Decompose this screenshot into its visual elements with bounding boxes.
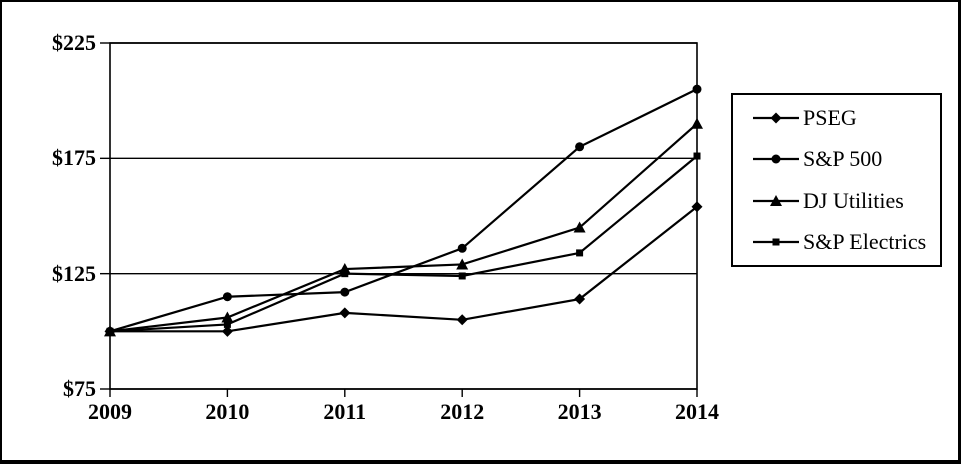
legend-label: S&P 500 <box>803 146 883 172</box>
triangle-marker-icon <box>770 194 782 206</box>
data-point-triangle <box>456 258 469 270</box>
data-point-circle <box>340 287 350 297</box>
data-point-square <box>223 320 231 328</box>
legend: PSEG S&P 500 DJ Utilities S&P Electrics <box>731 93 942 267</box>
data-point-triangle <box>221 311 234 323</box>
x-tick-label: 2012 <box>440 399 485 424</box>
x-tick-label: 2009 <box>88 399 132 424</box>
legend-item-s-p-500: S&P 500 <box>753 139 940 181</box>
circle-marker-icon <box>771 154 781 164</box>
data-point-triangle <box>691 117 703 129</box>
legend-item-s-p-electrics: S&P Electrics <box>753 222 940 264</box>
square-marker-icon <box>753 238 799 246</box>
y-tick-label: $125 <box>52 260 96 286</box>
data-point-circle <box>457 243 467 253</box>
x-tick-label: 2011 <box>323 399 367 424</box>
data-point-circle <box>575 142 585 152</box>
x-tick-label: 2010 <box>205 399 250 424</box>
data-point-triangle <box>573 221 586 233</box>
data-point-diamond <box>339 307 351 319</box>
triangle-marker-icon <box>753 194 799 206</box>
data-point-square <box>576 249 584 257</box>
series-line-s-p-electrics <box>109 155 698 333</box>
data-point-circle <box>692 84 702 94</box>
data-point-square <box>458 272 466 280</box>
legend-label: S&P Electrics <box>803 229 927 255</box>
data-point-diamond <box>456 314 468 326</box>
data-point-diamond <box>691 201 703 213</box>
data-point-circle <box>222 292 232 302</box>
data-point-square <box>341 270 349 278</box>
x-tick-label: 2014 <box>675 399 719 424</box>
series-line-pseg <box>110 205 698 333</box>
series-line-s-p-500 <box>109 88 698 333</box>
square-marker-icon <box>772 238 780 246</box>
legend-item-pseg: PSEG <box>753 97 940 139</box>
data-point-diamond <box>221 325 233 337</box>
data-point-square <box>106 327 114 335</box>
circle-marker-icon <box>753 154 799 164</box>
legend-item-dj-utilities: DJ Utilities <box>753 180 940 222</box>
y-tick-label: $75 <box>63 376 96 401</box>
legend-label: PSEG <box>803 104 857 130</box>
y-tick-label: $175 <box>52 145 96 171</box>
diamond-marker-icon <box>753 112 799 124</box>
plot-border <box>109 42 698 390</box>
y-tick-label: $225 <box>52 30 96 55</box>
diamond-marker-icon <box>770 112 782 124</box>
series-line-dj-utilities <box>109 122 698 333</box>
legend-label: DJ Utilities <box>803 187 904 213</box>
x-tick-label: 2013 <box>557 399 602 424</box>
data-point-diamond <box>574 293 586 305</box>
data-point-square <box>693 152 701 160</box>
